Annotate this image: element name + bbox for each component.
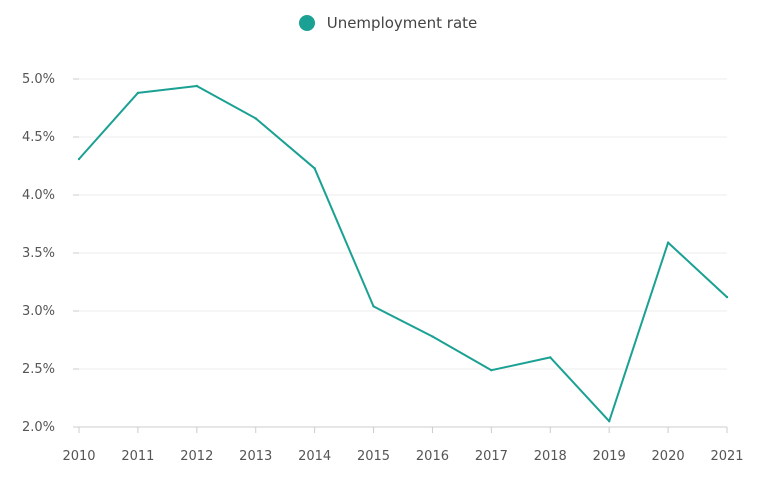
y-tick-label: 2.0% bbox=[22, 420, 55, 435]
data-point bbox=[725, 295, 729, 299]
legend-label: Unemployment rate bbox=[326, 14, 478, 32]
x-tick-label: 2020 bbox=[652, 449, 685, 464]
x-tick-label: 2017 bbox=[475, 449, 508, 464]
series-group bbox=[77, 84, 729, 423]
x-tick-label: 2013 bbox=[239, 449, 272, 464]
y-tick-label: 3.0% bbox=[22, 304, 55, 319]
data-point bbox=[77, 157, 81, 161]
x-tick-label: 2016 bbox=[416, 449, 449, 464]
data-point bbox=[195, 84, 199, 88]
data-point bbox=[490, 368, 493, 372]
data-point bbox=[254, 117, 257, 120]
x-tick-label: 2010 bbox=[62, 449, 95, 464]
data-point bbox=[666, 241, 670, 244]
data-point bbox=[431, 335, 434, 338]
legend[interactable]: Unemployment rate bbox=[0, 14, 776, 32]
data-point bbox=[372, 305, 375, 308]
y-tick-label: 4.0% bbox=[22, 188, 55, 203]
legend-swatch bbox=[298, 15, 315, 31]
y-tick-label: 4.5% bbox=[22, 130, 55, 145]
x-tick-label: 2021 bbox=[710, 449, 743, 464]
y-tick-label: 5.0% bbox=[22, 72, 55, 87]
x-tick-label: 2014 bbox=[298, 449, 331, 464]
y-tick-label: 3.5% bbox=[22, 246, 55, 261]
y-tick-label: 2.5% bbox=[22, 362, 55, 377]
data-point bbox=[549, 356, 552, 359]
series-line bbox=[78, 85, 728, 423]
x-tick-label: 2019 bbox=[593, 449, 626, 464]
x-tick-label: 2015 bbox=[357, 449, 390, 464]
x-tick-label: 2018 bbox=[534, 449, 567, 464]
x-axis: 2010 2011 2012 2013 2014 2015 2016 2017 2018 2019… bbox=[62, 427, 744, 464]
grid-lines bbox=[79, 78, 727, 428]
y-axis: 2.0% 2.5% 3.0% 3.5% 4.0% 4.5% 5.0% bbox=[22, 72, 79, 435]
data-point bbox=[313, 167, 316, 170]
x-tick-label: 2011 bbox=[121, 449, 154, 464]
data-point bbox=[136, 91, 140, 95]
data-point bbox=[607, 420, 611, 423]
x-tick-label: 2012 bbox=[180, 449, 213, 464]
